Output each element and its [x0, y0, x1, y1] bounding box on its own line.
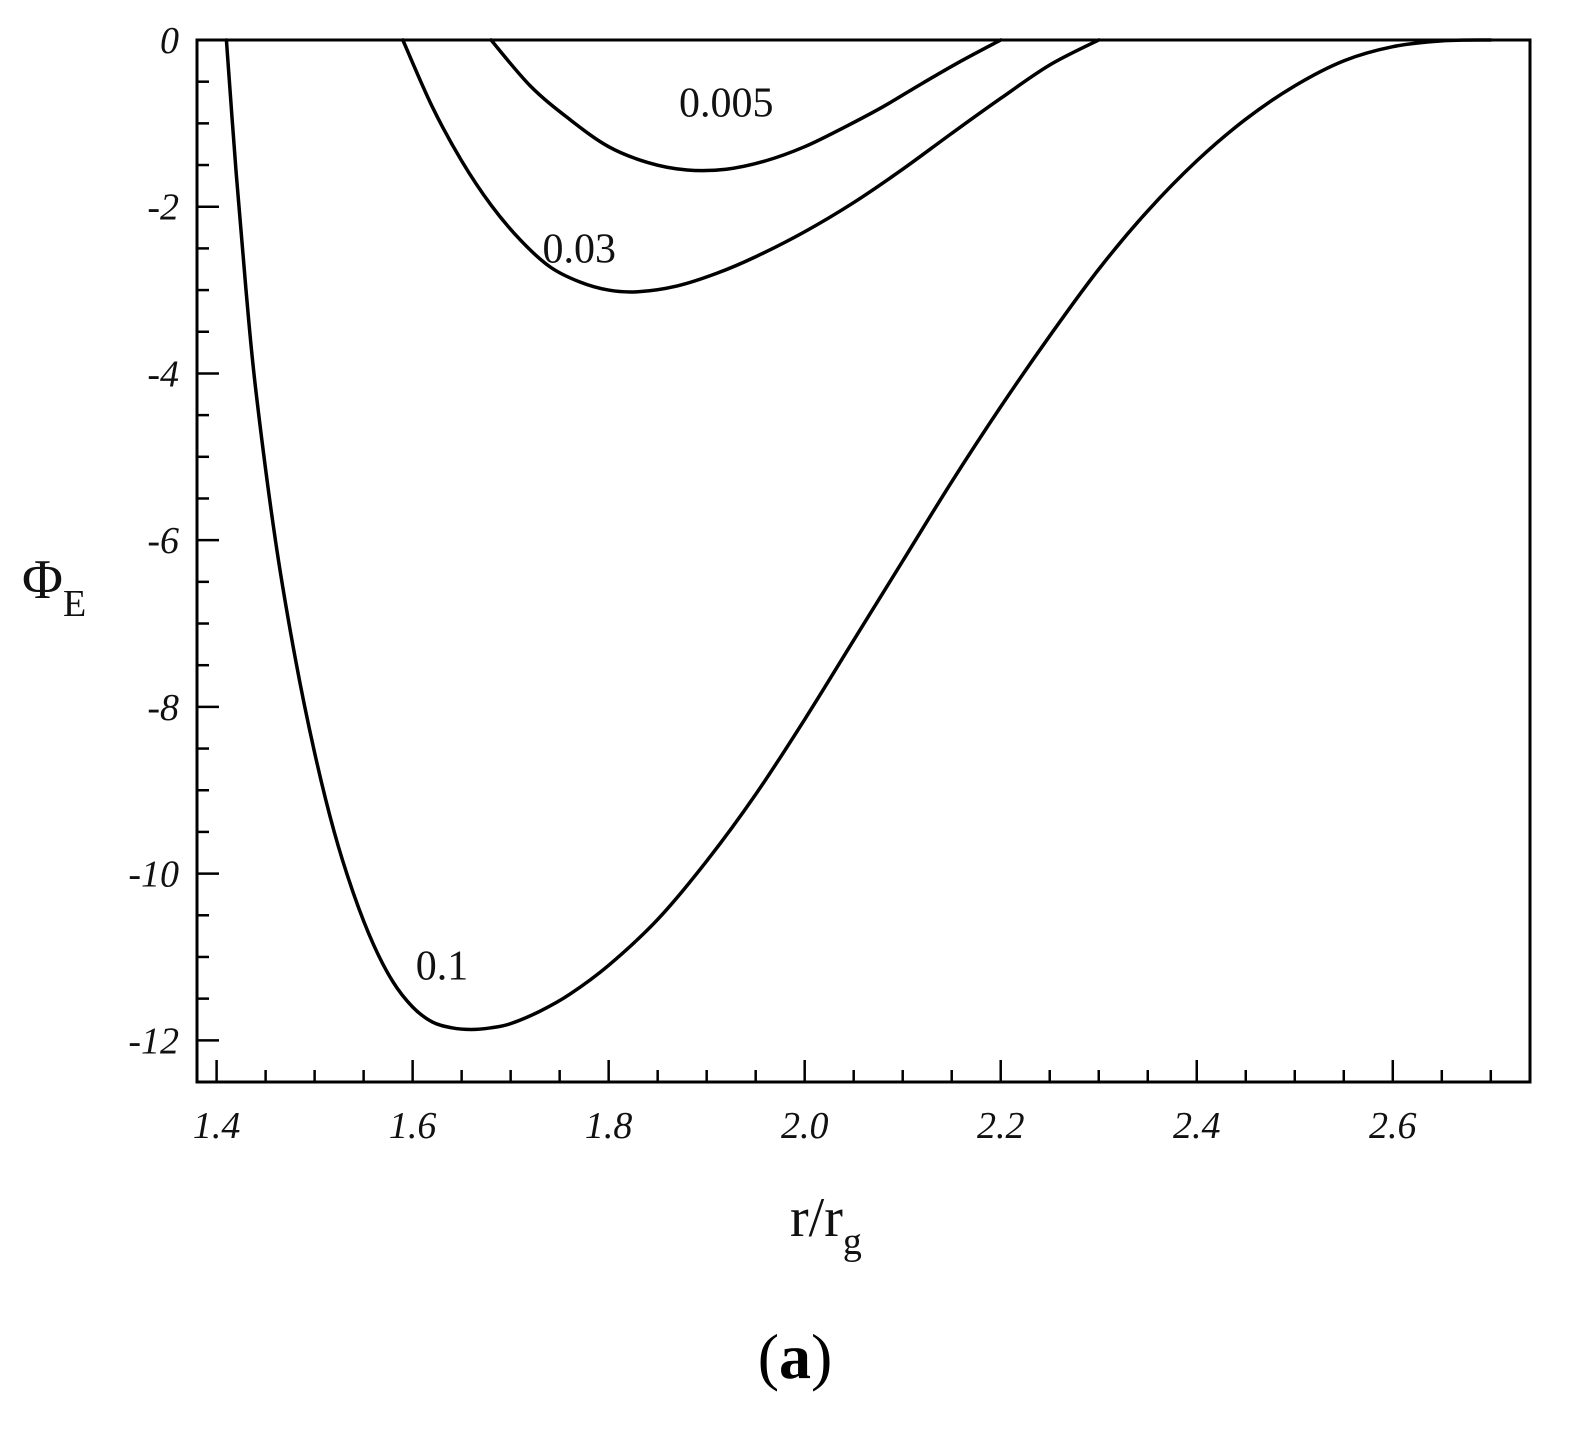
curve-0-1	[224, 38, 1493, 1032]
x-tick-label: 2.2	[977, 1105, 1025, 1147]
plot-frame	[195, 38, 1532, 1084]
x-tick-label: 1.6	[389, 1105, 437, 1147]
tick-labels: 1.4 1.6 1.8 2.0 2.2 2.4 2.6 0 -2 -4 -6 -8 -10 -12	[128, 20, 1416, 1147]
major-ticks	[197, 38, 1395, 1082]
x-tick-label: 1.8	[585, 1105, 633, 1147]
y-tick-label: -8	[147, 687, 179, 729]
x-axis-label: r/rg	[790, 1187, 862, 1263]
y-axis-label-sub: E	[63, 583, 86, 625]
y-axis-label-main: Φ	[22, 549, 63, 611]
y-tick-label: -12	[128, 1020, 179, 1062]
y-tick-label: -10	[128, 854, 179, 896]
curve-label-0-03: 0.03	[543, 226, 617, 272]
y-axis-label: ΦE	[22, 549, 86, 625]
curve-label-0-1: 0.1	[416, 943, 469, 989]
panel-label: (a)	[758, 1321, 833, 1392]
curve-0-03	[401, 38, 1101, 294]
x-tick-label: 1.4	[193, 1105, 241, 1147]
panel-label-open: (	[758, 1321, 779, 1392]
panel-label-close: )	[811, 1321, 832, 1392]
panel-label-letter: a	[779, 1321, 811, 1392]
y-tick-label: -4	[147, 353, 179, 395]
data-curves	[224, 38, 1493, 1032]
curve-labels: 0.005 0.03 0.1	[416, 81, 774, 990]
x-tick-label: 2.0	[781, 1105, 829, 1147]
x-axis-label-main: r/r	[790, 1187, 843, 1249]
x-tick-label: 2.4	[1173, 1105, 1221, 1147]
minor-ticks	[197, 80, 1493, 1084]
y-tick-label: -2	[147, 187, 179, 229]
curve-label-0-005: 0.005	[679, 81, 774, 127]
y-tick-label: 0	[160, 20, 179, 62]
curve-0-005	[489, 38, 1003, 173]
x-axis-label-sub: g	[843, 1221, 862, 1263]
y-tick-label: -6	[147, 520, 179, 562]
x-tick-label: 2.6	[1369, 1105, 1417, 1147]
